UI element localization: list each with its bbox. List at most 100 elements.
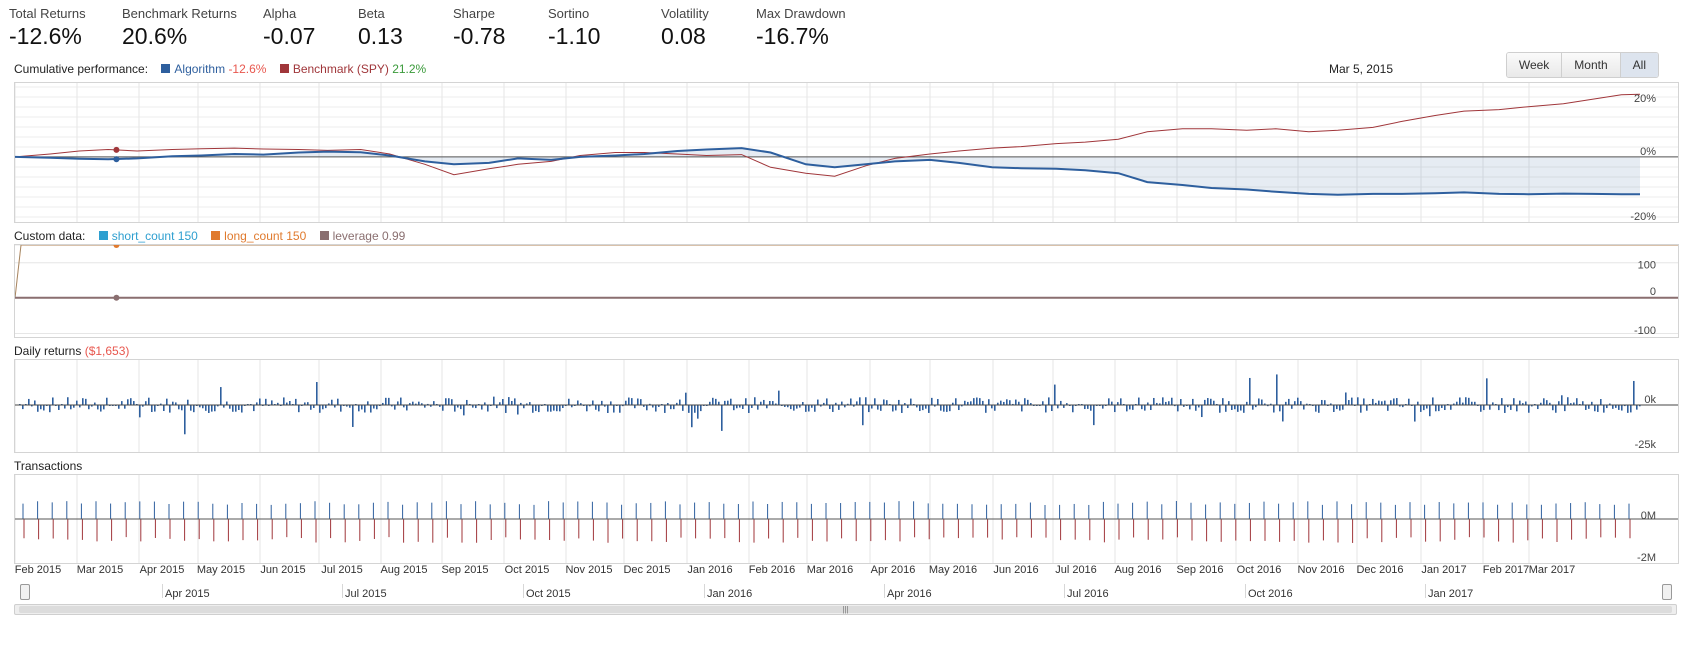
- daily-return-bar: [1063, 405, 1065, 408]
- y-tick-100: 100: [1638, 260, 1656, 272]
- navigator-right-handle[interactable]: [1662, 584, 1672, 600]
- daily-return-bar: [739, 405, 741, 408]
- scrollbar-thumb[interactable]: |||: [19, 606, 1672, 614]
- daily-return-bar: [1072, 405, 1074, 413]
- daily-return-bar: [28, 398, 30, 405]
- transactions-title: Transactions: [14, 459, 83, 473]
- daily-return-bar: [982, 400, 984, 405]
- daily-return-bar: [1024, 398, 1026, 405]
- daily-return-bar: [445, 398, 447, 405]
- daily-return-bar: [124, 405, 126, 409]
- daily-return-bar: [286, 402, 288, 405]
- algorithm-swatch-icon: [161, 64, 171, 73]
- daily-return-bar: [748, 405, 750, 413]
- range-navigator[interactable]: ||| Apr 2015 Jul 2015 Oct 2015 Jan 2016 Apr …: [14, 584, 1677, 618]
- daily-return-bar: [1234, 405, 1236, 410]
- daily-return-bar: [1252, 405, 1254, 410]
- daily-return-bar: [826, 398, 828, 405]
- metric-value: 0.13: [358, 23, 403, 49]
- daily-return-bar: [1303, 405, 1305, 410]
- daily-return-bar: [475, 405, 477, 409]
- daily-return-bar: [796, 405, 798, 409]
- daily-return-bar: [835, 402, 837, 405]
- daily-return-bar: [862, 405, 864, 426]
- daily-return-bar: [919, 405, 921, 412]
- daily-return-bar: [505, 405, 507, 413]
- y-tick-0: 0%: [1640, 146, 1656, 158]
- daily-return-bar: [1021, 405, 1023, 412]
- daily-return-bar: [325, 405, 327, 409]
- daily-return-bar: [520, 402, 522, 405]
- daily-return-bar: [1237, 405, 1239, 412]
- daily-return-bar: [226, 401, 228, 405]
- legend-benchmark[interactable]: Benchmark (SPY) 21.2%: [279, 62, 426, 76]
- daily-return-bar: [994, 405, 996, 411]
- x-axis-label: Sep 2016: [1176, 564, 1224, 576]
- daily-return-bar: [874, 398, 876, 405]
- navigator-left-handle[interactable]: [20, 584, 30, 600]
- cumulative-performance-chart[interactable]: 20% 0% -20%: [14, 82, 1679, 223]
- legend-short-count[interactable]: short_count 150: [98, 229, 198, 243]
- daily-return-bar: [1162, 397, 1164, 405]
- daily-return-bar: [1375, 402, 1377, 405]
- daily-return-bar: [1177, 405, 1179, 412]
- daily-return-bar: [1270, 403, 1272, 405]
- range-month-button[interactable]: Month: [1561, 53, 1620, 77]
- daily-return-bar: [400, 397, 402, 405]
- x-axis-label: Aug 2015: [380, 564, 428, 576]
- daily-return-bar: [97, 405, 99, 410]
- daily-return-bar: [1306, 403, 1308, 405]
- daily-returns-chart[interactable]: 0k -25k: [14, 359, 1679, 453]
- range-week-button[interactable]: Week: [1506, 53, 1562, 77]
- daily-return-bar: [1471, 401, 1473, 405]
- range-all-button[interactable]: All: [1619, 53, 1658, 77]
- legend-leverage[interactable]: leverage 0.99: [319, 229, 406, 243]
- x-axis-label: May 2015: [196, 564, 246, 576]
- legend-algorithm[interactable]: Algorithm -12.6%: [161, 62, 266, 76]
- daily-return-bar: [787, 405, 789, 408]
- daily-return-bar: [673, 405, 675, 410]
- daily-return-bar: [532, 405, 534, 413]
- legend-leverage-value: 0.99: [381, 229, 406, 243]
- daily-return-bar: [550, 405, 552, 412]
- daily-return-bar: [811, 405, 813, 408]
- daily-return-bar: [1576, 398, 1578, 405]
- daily-return-bar: [634, 405, 636, 409]
- daily-return-bar: [1351, 397, 1353, 405]
- daily-return-bar: [604, 405, 606, 407]
- daily-return-bar: [1195, 405, 1197, 411]
- transactions-chart[interactable]: 0M -2M: [14, 474, 1679, 564]
- daily-return-bar: [658, 405, 660, 407]
- metric-value: -0.07: [263, 23, 316, 49]
- navigator-label: Apr 2016: [887, 588, 932, 600]
- daily-return-bar: [730, 398, 732, 405]
- x-axis-label: Jun 2015: [260, 564, 306, 576]
- daily-return-bar: [910, 398, 912, 405]
- daily-return-bar: [1084, 405, 1086, 410]
- daily-return-bar: [907, 405, 909, 409]
- legend-long-count[interactable]: long_count 150: [211, 229, 306, 243]
- navigator-label: Jan 2017: [1428, 588, 1474, 600]
- daily-return-bar: [877, 405, 879, 410]
- navigator-scrollbar[interactable]: |||: [14, 604, 1677, 615]
- daily-return-bar: [601, 400, 603, 405]
- daily-return-bar: [1120, 398, 1122, 405]
- daily-return-bar: [373, 405, 375, 409]
- daily-return-bar: [1594, 405, 1596, 412]
- daily-return-bar: [193, 405, 195, 413]
- daily-return-bar: [1288, 398, 1290, 405]
- daily-return-bar: [949, 405, 951, 412]
- daily-return-bar: [331, 399, 333, 405]
- x-axis-label: Mar 2016: [806, 564, 854, 576]
- metric-label: Beta: [358, 6, 385, 21]
- metric-sharpe: Sharpe -0.78: [453, 6, 505, 50]
- algorithm-marker: [113, 156, 120, 163]
- daily-return-bar: [1333, 405, 1335, 412]
- custom-data-chart[interactable]: 100 0 -100: [14, 244, 1679, 338]
- daily-return-bar: [1228, 401, 1230, 405]
- daily-return-bar: [190, 405, 192, 411]
- daily-return-bar: [1573, 402, 1575, 405]
- daily-return-bar: [1519, 400, 1521, 405]
- daily-return-bar: [1450, 405, 1452, 410]
- daily-return-bar: [1255, 405, 1257, 408]
